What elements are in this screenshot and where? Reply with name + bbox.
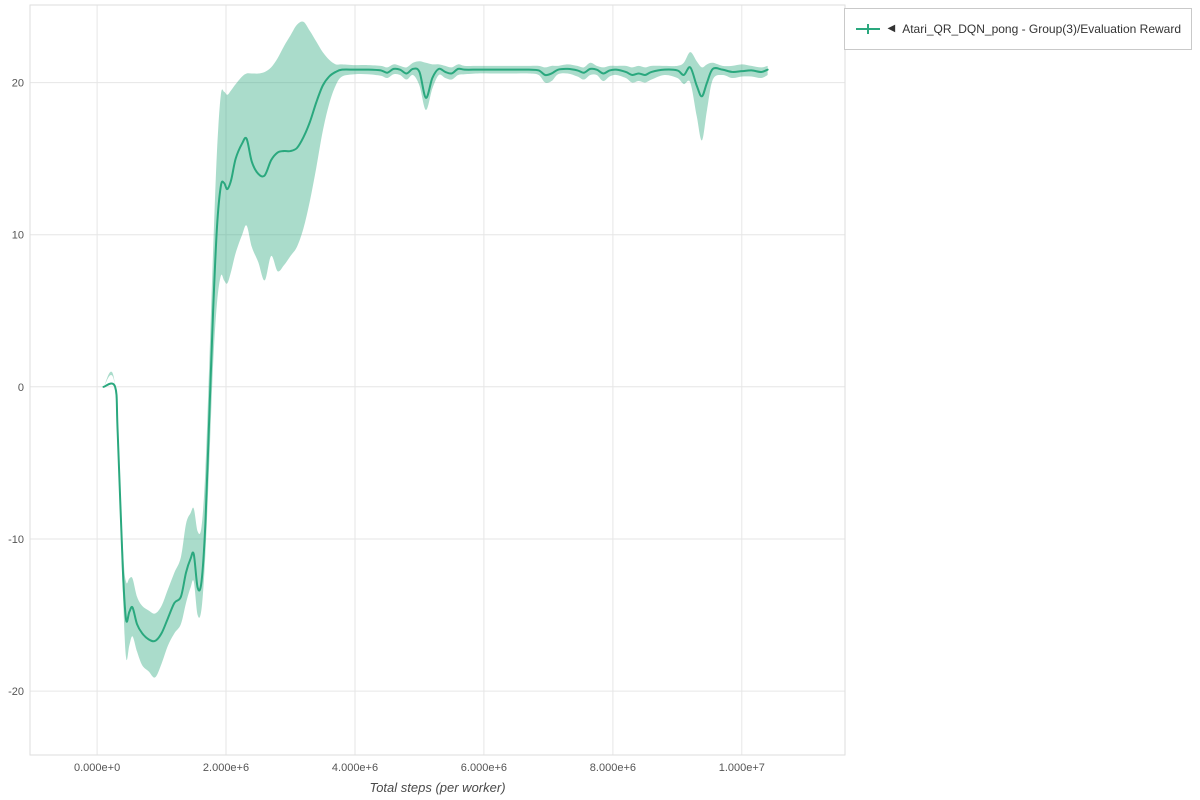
x-tick-label: 1.000e+7 <box>719 762 765 774</box>
y-tick-label: -10 <box>8 534 24 546</box>
legend-collapse-icon[interactable]: ◀ <box>887 23 896 34</box>
x-tick-label: 0.000e+0 <box>74 762 120 774</box>
y-tick-label: 20 <box>12 78 24 90</box>
y-tick-label: -20 <box>8 686 24 698</box>
y-tick-label: 10 <box>12 230 24 242</box>
reward-line <box>102 66 769 643</box>
legend-line-marker <box>855 24 880 34</box>
legend-label[interactable]: Atari_QR_DQN_pong - Group(3)/Evaluation … <box>902 22 1181 36</box>
x-tick-label: 6.000e+6 <box>461 762 507 774</box>
confidence-band <box>103 21 768 678</box>
legend[interactable]: ◀ Atari_QR_DQN_pong - Group(3)/Evaluatio… <box>843 8 1192 50</box>
x-tick-label: 8.000e+6 <box>590 762 636 774</box>
x-axis-title: Total steps (per worker) <box>369 780 506 795</box>
x-tick-label: 4.000e+6 <box>332 762 378 774</box>
plot-border <box>29 4 846 756</box>
y-tick-label: 0 <box>18 382 24 394</box>
x-tick-label: 2.000e+6 <box>203 762 249 774</box>
